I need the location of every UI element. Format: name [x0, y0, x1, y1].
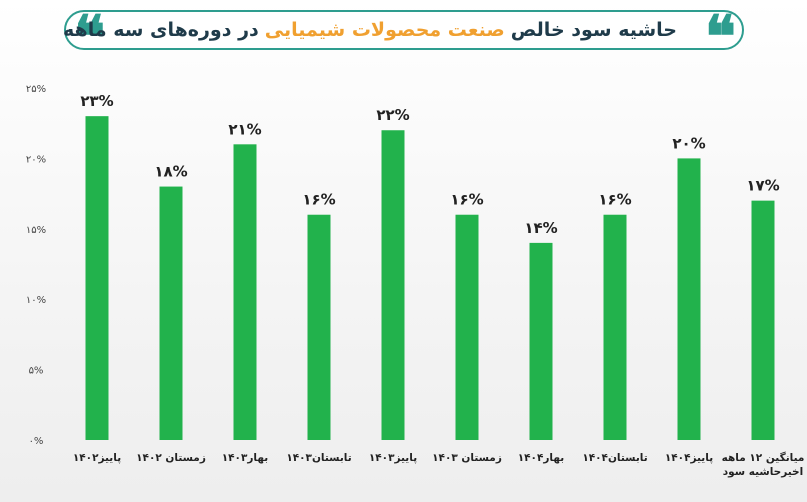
- bar: [751, 200, 775, 440]
- chart-header: ❝ حاشیه سود خالص صنعت محصولات شیمیایی در…: [63, 8, 744, 66]
- x-tick-label: میانگین ۱۲ ماهه: [722, 451, 805, 464]
- x-tick-label: پاییز۱۴۰۳: [369, 452, 417, 464]
- bar: [677, 158, 701, 440]
- x-tick-label: بهار۱۴۰۳: [222, 452, 269, 464]
- x-tick-label: زمستان ۱۴۰۳: [432, 452, 502, 464]
- quote-left-icon: ❝: [74, 3, 106, 71]
- data-label: ۱۷%: [746, 177, 779, 195]
- title-part-2: در دوره‌های سه ماهه: [63, 19, 259, 41]
- y-tick-label: ۰%: [29, 436, 44, 447]
- data-label: ۱۴%: [524, 219, 557, 237]
- data-label: ۱۸%: [154, 163, 187, 181]
- x-tick-label: تابستان۱۴۰۳: [286, 452, 351, 464]
- bar: [159, 186, 183, 440]
- x-tick-label: تابستان۱۴۰۴: [582, 452, 647, 464]
- bar: [529, 242, 553, 440]
- data-label: ۲۲%: [376, 106, 409, 124]
- y-tick-label: ۱۵%: [26, 225, 46, 236]
- x-tick-label: بهار۱۴۰۴: [518, 452, 565, 464]
- x-tick-label: پاییز۱۴۰۲: [73, 452, 121, 464]
- x-tick-label: اخیرحاشیه سود: [723, 466, 803, 478]
- data-label: ۲۳%: [80, 92, 113, 110]
- quote-right-icon: ❝: [704, 3, 736, 71]
- bar: [603, 214, 627, 440]
- data-label: ۱۶%: [450, 191, 483, 209]
- data-label: ۱۶%: [598, 191, 631, 209]
- bar: [307, 214, 331, 440]
- data-label: ۱۶%: [302, 191, 335, 209]
- y-tick-label: ۱۰%: [26, 295, 46, 306]
- title-part-1: حاشیه سود خالص: [510, 19, 677, 41]
- data-label: ۲۰%: [672, 134, 705, 152]
- bar: [455, 214, 479, 440]
- data-label: ۲۱%: [228, 120, 261, 138]
- chart-title: حاشیه سود خالص صنعت محصولات شیمیایی در د…: [60, 12, 680, 48]
- y-tick-label: ۲۵%: [26, 84, 46, 95]
- y-tick-label: ۵%: [29, 366, 44, 377]
- bar: [233, 144, 257, 440]
- bar: [85, 116, 109, 440]
- x-tick-label: زمستان ۱۴۰۲: [136, 452, 206, 464]
- x-tick-label: پاییز۱۴۰۴: [665, 452, 713, 464]
- title-accent: صنعت محصولات شیمیایی: [264, 19, 505, 41]
- bar: [381, 130, 405, 441]
- y-tick-label: ۲۰%: [26, 154, 46, 165]
